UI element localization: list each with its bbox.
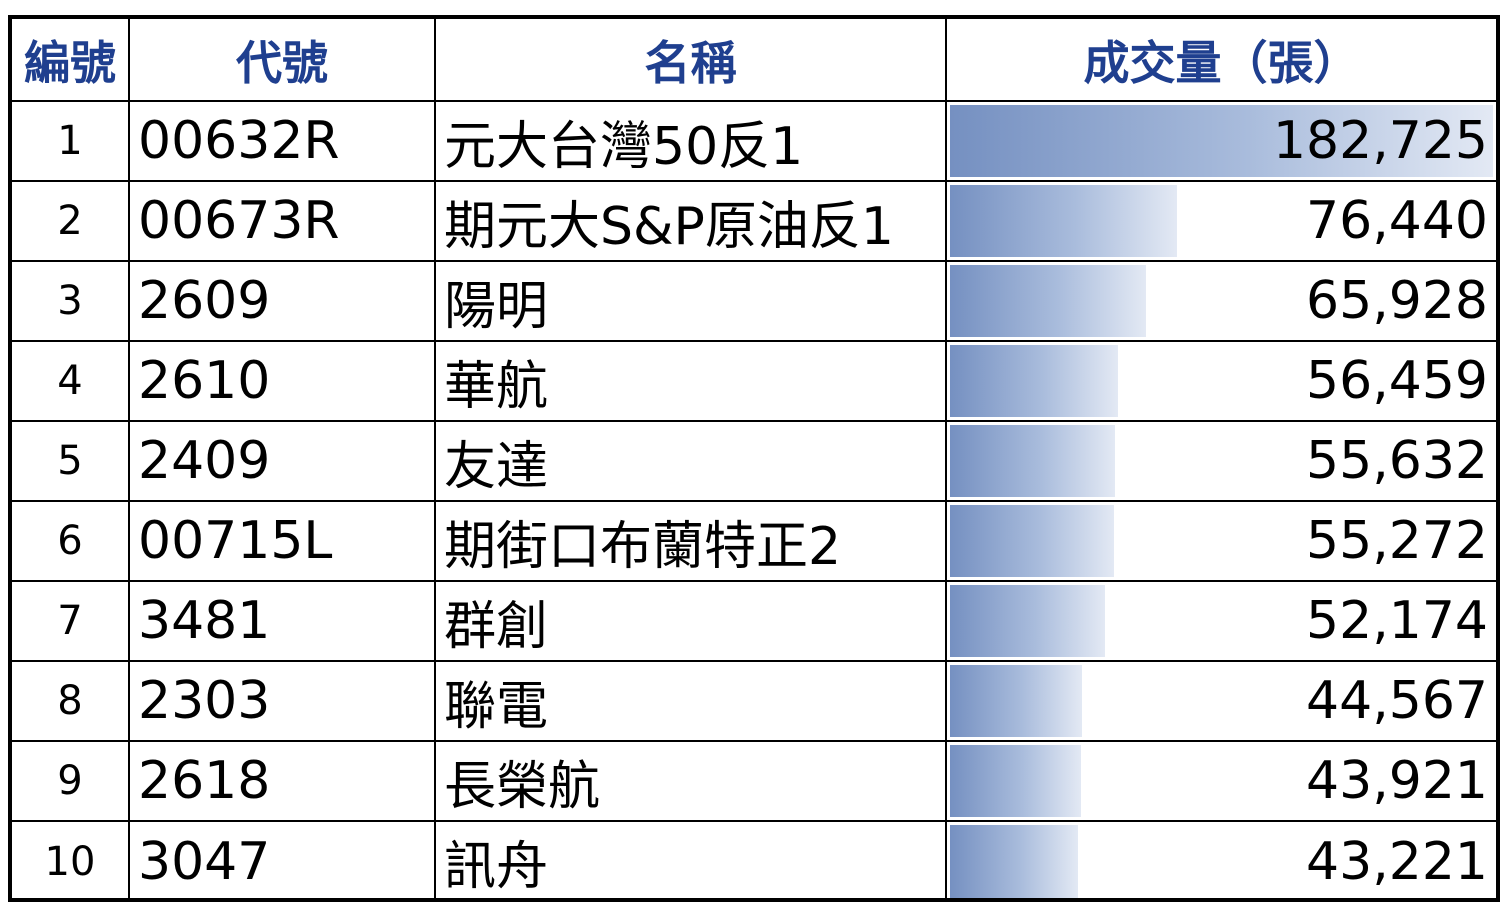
table-row: 9 2618 長榮航 43,921 xyxy=(12,740,1496,822)
volume-data-bar xyxy=(950,105,1493,177)
volume-value: 76,440 xyxy=(1306,191,1488,251)
stock-code: 2409 xyxy=(128,420,436,502)
table-row: 7 3481 群創 52,174 xyxy=(12,580,1496,662)
row-index: 5 xyxy=(12,420,130,502)
volume-value: 52,174 xyxy=(1306,591,1488,651)
row-index: 7 xyxy=(12,580,130,662)
volume-cell: 56,459 xyxy=(945,340,1496,422)
volume-cell: 43,921 xyxy=(945,740,1496,822)
table-row: 2 00673R 期元大S&P原油反1 76,440 xyxy=(12,180,1496,262)
row-index: 6 xyxy=(12,500,130,582)
volume-data-bar xyxy=(950,185,1178,257)
stock-name: 期元大S&P原油反1 xyxy=(434,180,947,262)
stock-code: 2303 xyxy=(128,660,436,742)
volume-value: 56,459 xyxy=(1306,351,1488,411)
stock-name: 陽明 xyxy=(434,260,947,342)
stock-name: 華航 xyxy=(434,340,947,422)
volume-value: 55,272 xyxy=(1306,511,1488,571)
volume-value: 182,725 xyxy=(1272,111,1488,171)
volume-cell: 52,174 xyxy=(945,580,1496,662)
table-row: 3 2609 陽明 65,928 xyxy=(12,260,1496,342)
volume-data-bar xyxy=(950,345,1118,417)
table-row: 4 2610 華航 56,459 xyxy=(12,340,1496,422)
volume-cell: 44,567 xyxy=(945,660,1496,742)
row-index: 1 xyxy=(12,100,130,182)
header-code: 代號 xyxy=(128,19,436,102)
volume-data-bar xyxy=(950,745,1081,817)
stock-name: 元大台灣50反1 xyxy=(434,100,947,182)
header-index: 編號 xyxy=(12,19,130,102)
table-row: 6 00715L 期街口布蘭特正2 55,272 xyxy=(12,500,1496,582)
volume-value: 43,921 xyxy=(1306,751,1488,811)
volume-cell: 76,440 xyxy=(945,180,1496,262)
stock-code: 00673R xyxy=(128,180,436,262)
row-index: 4 xyxy=(12,340,130,422)
volume-value: 55,632 xyxy=(1306,431,1488,491)
volume-data-bar xyxy=(950,505,1115,577)
volume-cell: 65,928 xyxy=(945,260,1496,342)
stock-code: 3481 xyxy=(128,580,436,662)
volume-data-bar xyxy=(950,265,1146,337)
stock-code: 2609 xyxy=(128,260,436,342)
table-row: 10 3047 訊舟 43,221 xyxy=(12,820,1496,901)
volume-cell: 182,725 xyxy=(945,100,1496,182)
table-row: 5 2409 友達 55,632 xyxy=(12,420,1496,502)
row-index: 8 xyxy=(12,660,130,742)
stock-code: 00632R xyxy=(128,100,436,182)
volume-data-bar xyxy=(950,585,1106,657)
stock-name: 期街口布蘭特正2 xyxy=(434,500,947,582)
header-row: 編號 代號 名稱 成交量（張） xyxy=(12,19,1496,102)
stock-code: 2610 xyxy=(128,340,436,422)
stock-name: 群創 xyxy=(434,580,947,662)
volume-data-bar xyxy=(950,425,1116,497)
stock-code: 3047 xyxy=(128,820,436,901)
volume-ranking-table-frame: 編號 代號 名稱 成交量（張） 1 00632R 元大台灣50反1 182,72… xyxy=(8,15,1500,902)
volume-data-bar xyxy=(950,665,1083,737)
stock-name: 長榮航 xyxy=(434,740,947,822)
row-index: 9 xyxy=(12,740,130,822)
stock-name: 聯電 xyxy=(434,660,947,742)
stock-name: 訊舟 xyxy=(434,820,947,901)
row-index: 2 xyxy=(12,180,130,262)
table-row: 8 2303 聯電 44,567 xyxy=(12,660,1496,742)
volume-ranking-table: 編號 代號 名稱 成交量（張） 1 00632R 元大台灣50反1 182,72… xyxy=(12,19,1496,901)
volume-value: 43,221 xyxy=(1306,831,1488,892)
row-index: 10 xyxy=(12,820,130,901)
row-index: 3 xyxy=(12,260,130,342)
header-name: 名稱 xyxy=(434,19,947,102)
header-volume: 成交量（張） xyxy=(945,19,1496,102)
stock-code: 2618 xyxy=(128,740,436,822)
volume-cell: 55,272 xyxy=(945,500,1496,582)
stock-code: 00715L xyxy=(128,500,436,582)
volume-cell: 43,221 xyxy=(945,820,1496,901)
volume-value: 65,928 xyxy=(1306,271,1488,331)
stock-name: 友達 xyxy=(434,420,947,502)
volume-cell: 55,632 xyxy=(945,420,1496,502)
volume-data-bar xyxy=(950,825,1079,898)
volume-value: 44,567 xyxy=(1306,671,1488,731)
table-row: 1 00632R 元大台灣50反1 182,725 xyxy=(12,100,1496,182)
